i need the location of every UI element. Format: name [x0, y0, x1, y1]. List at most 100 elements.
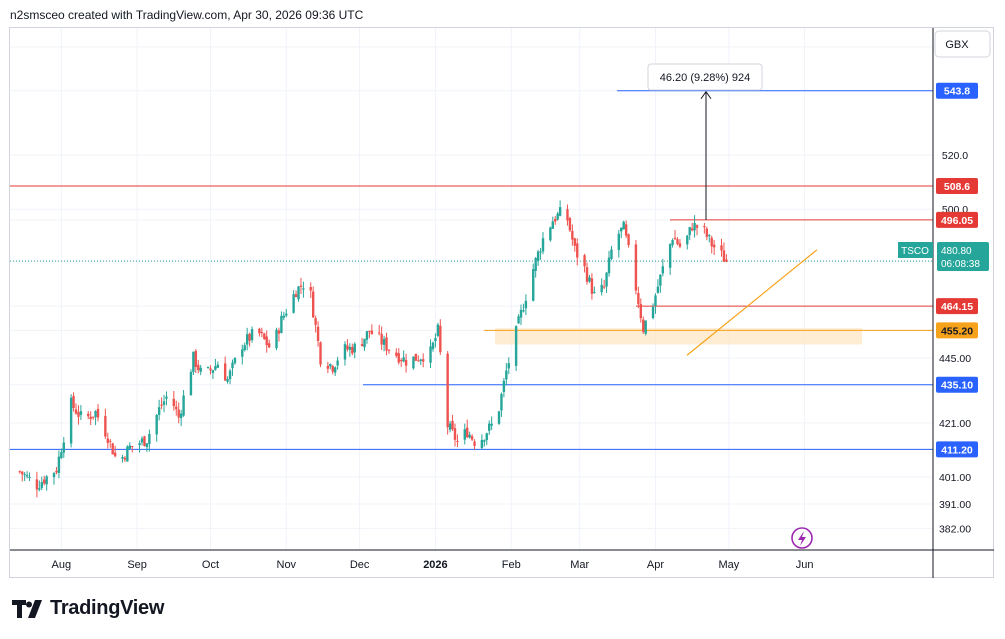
candle-body: [157, 407, 161, 415]
zones: [495, 328, 862, 345]
candle-body: [639, 303, 643, 319]
time-tick-label: Dec: [350, 559, 370, 571]
currency-button[interactable]: GBX: [934, 30, 991, 58]
candle-body: [363, 338, 366, 348]
candle-body: [402, 357, 405, 362]
chart-header: n2smsceo created with TradingView.com, A…: [10, 8, 364, 22]
candle-body: [77, 412, 80, 417]
time-tick-label: Apr: [647, 559, 664, 571]
measure-label: 46.20 (9.28%) 924: [660, 72, 751, 84]
candle-body: [258, 328, 261, 334]
candle-body: [668, 244, 672, 268]
candle-body: [382, 338, 386, 345]
candle-body: [162, 401, 166, 405]
time-tick-label: 2026: [423, 559, 447, 571]
price-tick-label: 445.00: [939, 353, 971, 365]
candle-body: [566, 209, 569, 221]
measure-tooltip: 46.20 (9.28%) 924: [647, 63, 763, 91]
support-zone: [495, 328, 862, 345]
candle-body: [644, 320, 647, 334]
candle-body: [123, 457, 127, 460]
time-axis: Aug Sep Oct Nov Dec 2026 Feb Mar Apr May Jun: [52, 559, 814, 571]
candle-body: [505, 370, 508, 380]
candle-body: [483, 440, 486, 442]
time-tick-label: Sep: [127, 559, 147, 571]
candle-body: [434, 338, 437, 342]
candle-body: [175, 406, 178, 410]
candle-body: [211, 370, 215, 373]
candle-body: [96, 408, 100, 418]
candle-body: [275, 329, 278, 349]
candle-body: [297, 286, 300, 300]
candle-body: [192, 351, 195, 372]
candle-body: [620, 227, 623, 232]
candle-body: [573, 238, 576, 246]
candle-body: [448, 423, 452, 430]
level-tag: [936, 441, 978, 458]
candle-body: [28, 476, 31, 478]
candle-body: [111, 443, 114, 455]
level-labels: 543.8 508.6 496.05 464.15 455.20 435.10 411.20: [936, 82, 978, 458]
candle-body: [209, 368, 212, 371]
candle-body: [387, 349, 391, 351]
candle-body: [121, 457, 124, 459]
time-tick-label: May: [718, 559, 739, 571]
candle-body: [722, 250, 726, 262]
candle-body: [558, 207, 562, 216]
candle-body: [397, 353, 400, 363]
tradingview-logo[interactable]: TradingView: [12, 597, 164, 620]
candle-body: [507, 363, 510, 369]
candle-body: [502, 380, 506, 392]
candle-body: [353, 343, 356, 353]
level-tag-label: 543.8: [944, 86, 970, 98]
candle-body: [21, 471, 24, 475]
candle-body: [514, 326, 518, 366]
candle-body: [233, 357, 237, 364]
candle-body: [551, 221, 554, 229]
candle-body: [617, 233, 621, 250]
candle-body: [370, 330, 374, 335]
candle-body: [605, 272, 608, 287]
candle-body: [522, 310, 525, 312]
candle-body: [532, 269, 535, 301]
candle-body: [277, 330, 281, 334]
candle-body: [52, 472, 56, 478]
candle-body: [267, 343, 271, 348]
candle-body: [710, 237, 713, 247]
candle-body: [250, 329, 254, 341]
candle-body: [549, 227, 552, 241]
candle-body: [524, 300, 528, 309]
candle-body: [377, 332, 381, 334]
candle-body: [348, 346, 352, 350]
price-tick-label: 421.00: [939, 418, 971, 430]
candle-body: [285, 313, 288, 316]
candle-body: [38, 488, 41, 490]
candle-body: [590, 278, 594, 294]
price-tick-label: 401.00: [939, 472, 971, 484]
candle-body: [18, 471, 21, 473]
candle-body: [571, 230, 574, 240]
candle-body: [576, 243, 579, 258]
candle-body: [588, 277, 591, 282]
candle-body: [656, 286, 660, 293]
candle-body: [585, 267, 589, 282]
price-axis: 382.00 391.00 401.00 411.20 421.00 435.10 445.…: [10, 28, 994, 578]
price-tick-label: 391.00: [939, 499, 971, 511]
level-tag-label: 455.20: [941, 325, 973, 337]
candle-body: [336, 360, 339, 366]
currency-label: GBX: [945, 39, 969, 51]
candle-body: [172, 398, 176, 407]
candle-body: [583, 255, 586, 267]
candle-body: [517, 316, 520, 324]
candle-body: [453, 428, 457, 440]
candle-body: [637, 292, 640, 305]
level-tag-label: 411.20: [941, 444, 973, 456]
candle-body: [610, 249, 613, 259]
candle-body: [446, 353, 449, 428]
candle-body: [351, 346, 354, 354]
candle-body: [519, 309, 523, 318]
candle-body: [206, 367, 210, 369]
lightning-icon[interactable]: [791, 527, 813, 549]
candle-body: [488, 423, 491, 431]
